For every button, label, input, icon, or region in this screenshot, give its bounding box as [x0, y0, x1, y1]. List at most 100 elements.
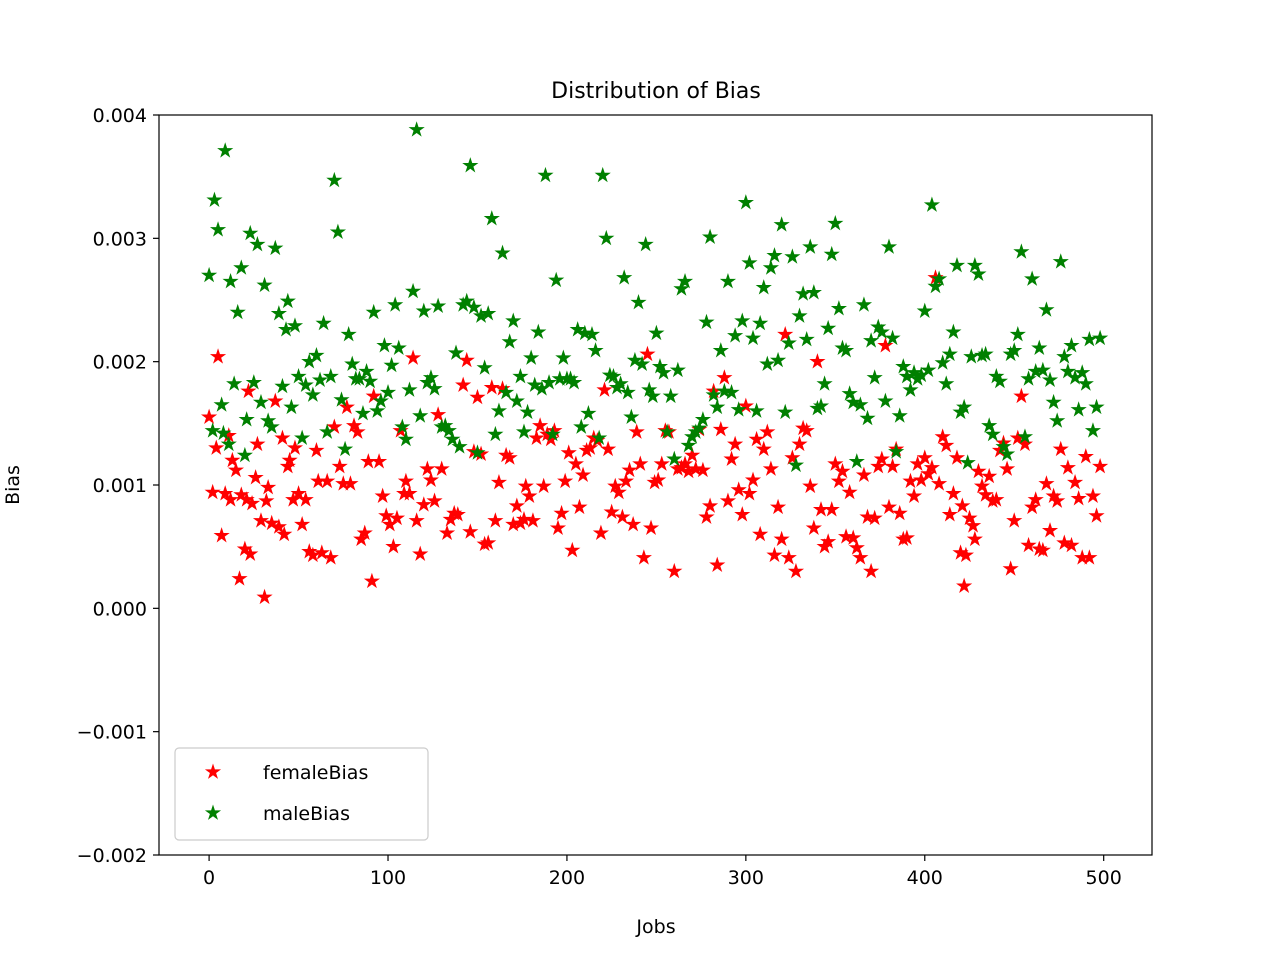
femaleBias-point-219 — [957, 546, 975, 563]
maleBias-point-239 — [1045, 393, 1062, 410]
maleBias-point-157 — [752, 314, 769, 331]
femaleBias-point-36 — [304, 546, 321, 563]
maleBias-point-137 — [680, 437, 697, 453]
maleBias-point-161 — [766, 247, 783, 263]
femaleBias-point-84 — [480, 534, 497, 550]
maleBias-point-4 — [213, 396, 230, 412]
maleBias-point-209 — [938, 375, 955, 391]
maleBias-point-130 — [655, 364, 672, 380]
maleBias-point-66 — [426, 380, 443, 396]
femaleBias-point-89 — [498, 446, 515, 463]
maleBias-point-122 — [626, 351, 644, 368]
femaleBias-point-146 — [701, 497, 719, 513]
maleBias-point-229 — [1009, 326, 1026, 342]
femaleBias-point-238 — [1024, 498, 1041, 515]
chart-title: Distribution of Bias — [551, 79, 761, 104]
femaleBias-point-16 — [243, 495, 261, 511]
legend-label-femaleBias: femaleBias — [263, 762, 368, 784]
maleBias-point-36 — [319, 423, 336, 439]
femaleBias-point-152 — [723, 450, 740, 466]
femaleBias-point-65 — [408, 512, 425, 528]
legend-label-maleBias: maleBias — [263, 803, 350, 825]
femaleBias-point-70 — [426, 492, 443, 508]
femaleBias-point-124 — [621, 461, 638, 478]
femaleBias-point-73 — [438, 524, 456, 540]
maleBias-point-125 — [637, 236, 654, 252]
maleBias-point-121 — [623, 408, 640, 425]
femaleBias-point-255 — [1084, 487, 1102, 503]
femaleBias-point-131 — [646, 474, 663, 490]
maleBias-point-100 — [548, 271, 565, 288]
femaleBias-point-151 — [719, 492, 737, 508]
femaleBias-point-236 — [1016, 435, 1034, 452]
femaleBias-point-149 — [712, 421, 729, 437]
legend: femaleBias maleBias — [174, 747, 429, 841]
femaleBias-point-105 — [553, 504, 570, 521]
femaleBias-point-224 — [973, 477, 991, 494]
femaleBias-point-199 — [891, 504, 908, 521]
femaleBias-point-4 — [213, 527, 230, 543]
maleBias-point-57 — [394, 418, 411, 434]
maleBias-point-170 — [798, 330, 815, 347]
maleBias-point-168 — [791, 307, 808, 323]
femaleBias-point-30 — [285, 491, 302, 507]
femaleBias-point-256 — [1088, 507, 1105, 523]
maleBias-point-234 — [1027, 363, 1044, 379]
x-tick-label-2: 200 — [549, 867, 585, 889]
femaleBias-point-41 — [322, 549, 339, 565]
femaleBias-point-79 — [462, 523, 479, 539]
femaleBias-point-52 — [363, 572, 380, 589]
femaleBias-point-182 — [830, 472, 847, 489]
femaleBias-point-185 — [841, 483, 858, 500]
maleBias-point-47 — [358, 363, 375, 379]
femaleBias-point-47 — [345, 417, 363, 433]
maleBias-point-133 — [666, 450, 683, 466]
maleBias-point-158 — [755, 279, 772, 295]
maleBias-point-12 — [236, 446, 253, 463]
maleBias-point-142 — [698, 313, 715, 330]
maleBias-point-6 — [217, 142, 234, 158]
x-axis-label: Jobs — [635, 916, 675, 938]
maleBias-point-94 — [526, 376, 543, 392]
maleBias-point-250 — [1084, 422, 1102, 438]
femaleBias-point-245 — [1049, 492, 1066, 508]
femaleBias-point-206 — [916, 449, 933, 465]
femaleBias-point-173 — [798, 422, 815, 438]
maleBias-point-235 — [1031, 339, 1048, 355]
femaleBias-point-98 — [528, 429, 545, 446]
femaleBias-point-8 — [224, 451, 241, 468]
maleBias-point-160 — [762, 259, 779, 275]
femaleBias-point-233 — [1006, 512, 1023, 528]
maleBias-point-48 — [362, 372, 379, 389]
femaleBias-point-191 — [863, 562, 880, 579]
femaleBias-point-5 — [217, 485, 234, 501]
maleBias-point-179 — [830, 300, 847, 316]
maleBias-point-91 — [515, 423, 533, 439]
femaleBias-point-175 — [805, 519, 822, 536]
femaleBias-point-62 — [397, 472, 414, 489]
maleBias-point-26 — [283, 398, 300, 415]
maleBias-point-140 — [691, 419, 708, 436]
maleBias-point-218 — [970, 265, 987, 281]
maleBias-point-132 — [662, 387, 679, 404]
femaleBias-point-99 — [532, 417, 549, 433]
maleBias-point-22 — [270, 305, 287, 321]
femaleBias-point-186 — [845, 529, 862, 545]
femaleBias-point-97 — [524, 512, 542, 528]
maleBias-point-244 — [1063, 337, 1080, 353]
maleBias-point-5 — [215, 424, 232, 441]
femaleBias-point-118 — [600, 440, 617, 457]
femaleBias-point-201 — [898, 529, 915, 545]
femaleBias-point-141 — [684, 446, 701, 463]
femaleBias-point-95 — [517, 477, 534, 494]
femaleBias-point-164 — [766, 546, 783, 563]
maleBias-point-15 — [245, 374, 262, 390]
femaleBias-point-27 — [276, 525, 293, 542]
femaleBias-point-154 — [730, 481, 747, 497]
femaleBias-point-108 — [564, 541, 581, 558]
femaleBias-point-170 — [787, 562, 805, 579]
femaleBias-point-86 — [487, 512, 504, 528]
maleBias-point-246 — [1070, 401, 1087, 417]
femaleBias-point-21 — [258, 492, 275, 508]
maleBias-point-203 — [916, 302, 933, 318]
